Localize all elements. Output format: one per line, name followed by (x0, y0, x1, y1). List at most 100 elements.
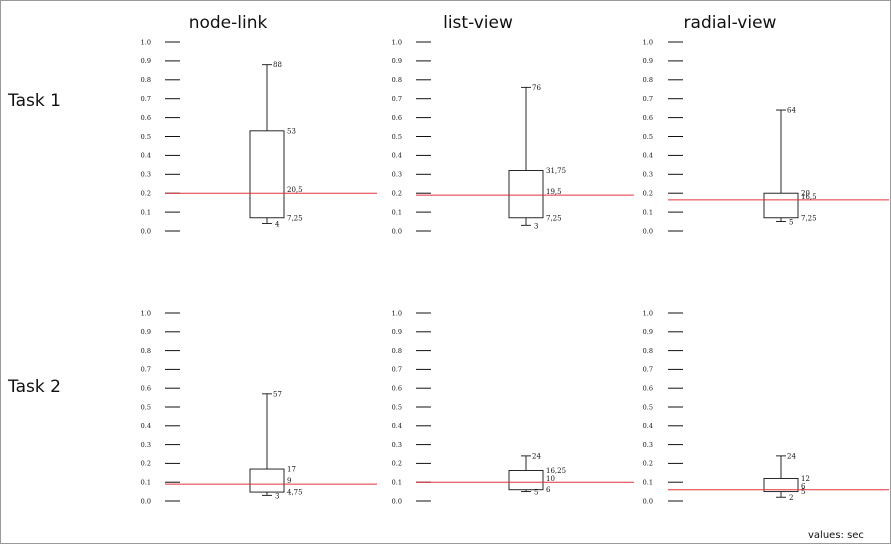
label-q1: 7,25 (287, 214, 303, 222)
y-tick-label: 1.0 (141, 38, 151, 46)
titles-layer: node-link list-view radial-view Task 1 Task … (7, 13, 777, 397)
label-median: 19,5 (546, 188, 562, 196)
label-q3: 16,25 (546, 467, 566, 475)
y-tick-label: 0.2 (141, 190, 151, 198)
label-whisker-high: 24 (787, 452, 796, 460)
label-whisker-high: 88 (273, 61, 282, 69)
panel-task-2-node-link: 0.0 0.1 0.2 0.3 0.4 0.5 0.6 0.7 0.8 0.9 1.0 57 17 9 4,… (141, 309, 377, 505)
y-tick-label: 0.5 (392, 133, 402, 141)
y-tick-label: 0.7 (643, 366, 653, 374)
column-title-list-view: list-view (443, 13, 513, 33)
y-tick-label: 0.7 (141, 95, 151, 103)
y-tick-label: 0.6 (392, 114, 402, 122)
y-tick-label: 1.0 (141, 309, 151, 317)
y-tick-label: 0.1 (392, 208, 402, 216)
label-q3: 53 (287, 127, 296, 135)
label-q3: 12 (801, 475, 810, 483)
y-tick-label: 0.0 (392, 497, 402, 505)
y-tick-label: 0.1 (643, 208, 653, 216)
label-whisker-low: 4 (275, 220, 280, 228)
y-tick-label: 0.2 (392, 190, 402, 198)
label-whisker-low: 5 (789, 219, 793, 227)
label-q3: 17 (287, 466, 296, 474)
y-tick-label: 0.8 (643, 347, 653, 355)
y-tick-label: 0.3 (643, 171, 653, 179)
y-tick-label: 0.8 (141, 76, 151, 84)
label-median: 16,5 (801, 193, 817, 201)
y-tick-label: 0.4 (141, 422, 151, 430)
label-q1: 7,25 (801, 214, 817, 222)
y-tick-label: 0.0 (643, 497, 653, 505)
y-tick-label: 0.8 (643, 76, 653, 84)
y-tick-label: 0.0 (392, 227, 402, 235)
y-tick-label: 0.1 (392, 479, 402, 487)
label-q1: 6 (546, 486, 551, 494)
column-title-node-link: node-link (189, 13, 268, 33)
label-median: 9 (287, 477, 291, 485)
y-tick-label: 0.5 (643, 133, 653, 141)
y-tick-label: 0.9 (392, 328, 402, 336)
y-tick-label: 0.2 (392, 460, 402, 468)
y-tick-label: 0.4 (392, 152, 402, 160)
y-tick-label: 0.6 (643, 114, 653, 122)
y-tick-label: 0.3 (141, 171, 151, 179)
label-whisker-low: 2 (789, 494, 793, 502)
y-tick-label: 1.0 (392, 309, 402, 317)
y-tick-label: 0.4 (643, 422, 653, 430)
y-tick-label: 0.5 (643, 403, 653, 411)
label-whisker-low: 3 (534, 222, 538, 230)
y-tick-label: 0.0 (141, 227, 151, 235)
iqr-box (508, 170, 544, 219)
y-tick-label: 0.3 (141, 441, 151, 449)
y-tick-label: 0.4 (392, 422, 402, 430)
y-tick-label: 0.9 (643, 328, 653, 336)
y-tick-label: 0.6 (141, 114, 151, 122)
label-whisker-high: 57 (273, 390, 282, 398)
label-q1: 7,25 (546, 214, 562, 222)
panels-layer: 0.00.10.20.30.40.50.60.70.80.91.0885320,… (141, 38, 889, 505)
y-tick-label: 0.9 (392, 57, 402, 65)
label-whisker-low: 3 (275, 492, 279, 500)
iqr-box (508, 470, 544, 491)
y-tick-label: 0.8 (141, 347, 151, 355)
y-tick-label: 0.3 (392, 171, 402, 179)
y-tick-label: 1.0 (392, 38, 402, 46)
y-tick-label: 0.9 (643, 57, 653, 65)
y-tick-label: 0.7 (141, 366, 151, 374)
panel-task-1-node-link: 0.0 0.1 0.2 0.3 0.4 0.5 0.6 0.7 0.8 0.9 1.0 88 53 20,… (141, 38, 377, 235)
y-tick-label: 0.6 (392, 385, 402, 393)
label-median: 20,5 (287, 186, 303, 194)
y-tick-label: 0.8 (392, 347, 402, 355)
y-tick-label: 0.9 (141, 57, 151, 65)
label-whisker-high: 24 (532, 452, 541, 460)
panel-task-2-list-view: 0.0 0.1 0.2 0.3 0.4 0.5 0.6 0.7 0.8 0.9 1.0 24 16,25… (392, 309, 634, 505)
y-tick-label: 0.7 (392, 95, 402, 103)
y-tick-label: 0.0 (141, 497, 151, 505)
y-tick-label: 0.3 (643, 441, 653, 449)
y-tick-label: 0.3 (392, 441, 402, 449)
panel-task-1-list-view: 0.0 0.1 0.2 0.3 0.4 0.5 0.6 0.7 0.8 0.9 1.0 76 31,75… (392, 38, 634, 235)
y-tick-label: 0.1 (643, 479, 653, 487)
y-tick-label: 0.5 (392, 403, 402, 411)
units-footnote: values: sec (808, 530, 864, 541)
y-tick-label: 0.9 (141, 328, 151, 336)
iqr-box (763, 477, 799, 493)
panel-task-1-radial-view: 0.0 0.1 0.2 0.3 0.4 0.5 0.6 0.7 0.8 0.9 1.0 64 2016,… (643, 38, 889, 235)
row-title-task-1: Task 1 (7, 91, 61, 111)
y-tick-label: 0.4 (643, 152, 653, 160)
y-tick-label: 0.1 (141, 479, 151, 487)
label-whisker-high: 76 (532, 84, 541, 92)
y-tick-label: 0.2 (643, 190, 653, 198)
y-tick-label: 1.0 (643, 309, 653, 317)
label-q3: 20 (801, 190, 810, 198)
y-tick-label: 0.4 (141, 152, 151, 160)
iqr-box (249, 468, 285, 493)
y-tick-label: 0.2 (141, 460, 151, 468)
y-tick-label: 0.5 (141, 133, 151, 141)
y-tick-label: 0.8 (392, 76, 402, 84)
label-median: 6 (801, 483, 806, 491)
y-tick-label: 0.1 (141, 208, 151, 216)
y-tick-label: 0.0 (643, 227, 653, 235)
